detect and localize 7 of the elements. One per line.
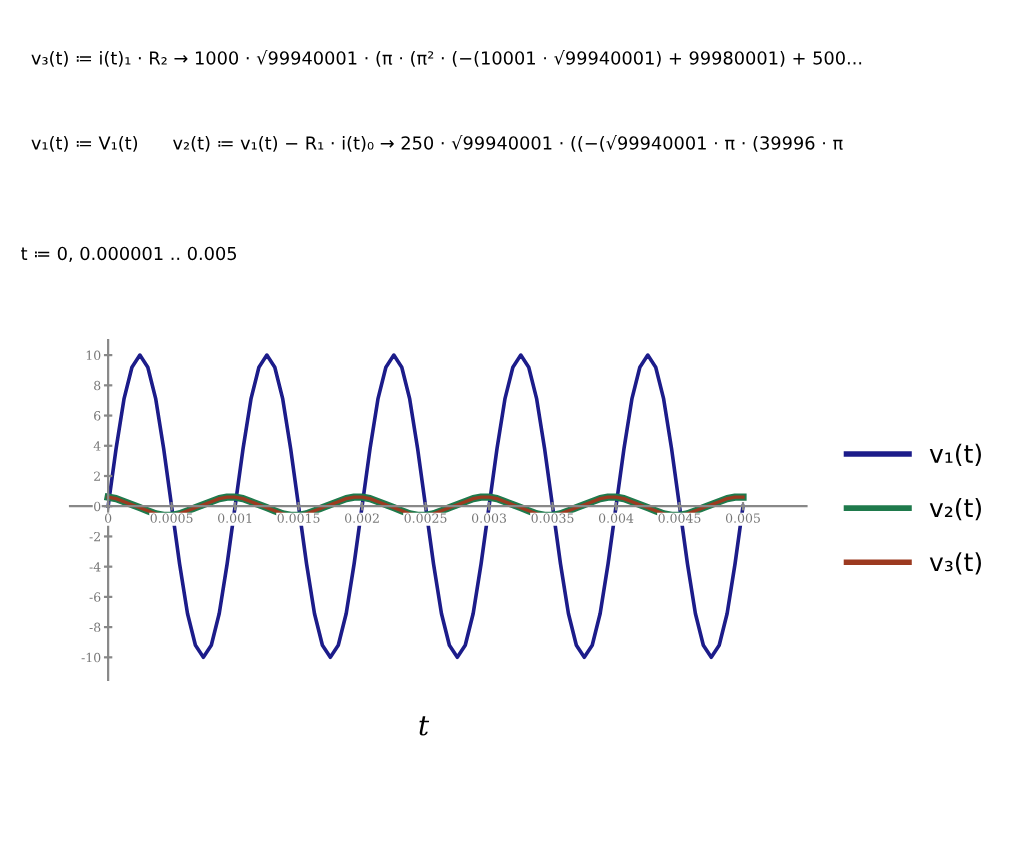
text: v₃(t) ≔ i(t)₁ · R₂ → 1000 · √99940001 · (π · (π² · (−(10001 · √99940001) + 99980001) + 500... — [31, 49, 862, 67]
legend-label: v₁(t) — [929, 443, 981, 466]
legend-label: v₂(t) — [929, 497, 981, 521]
text: t ≔ 0, 0.000001 .. 0.005 — [21, 246, 237, 262]
legend-label: v₃(t) — [929, 552, 981, 575]
text: v₁(t) ≔ V₁(t) v₂(t) ≔ v₁(t) − R₁ · i(t)₀ → 250 · √99940001 · ((−(√99940001 · π · (39996 · π — [31, 134, 843, 152]
x-axis-title: t — [419, 716, 430, 736]
